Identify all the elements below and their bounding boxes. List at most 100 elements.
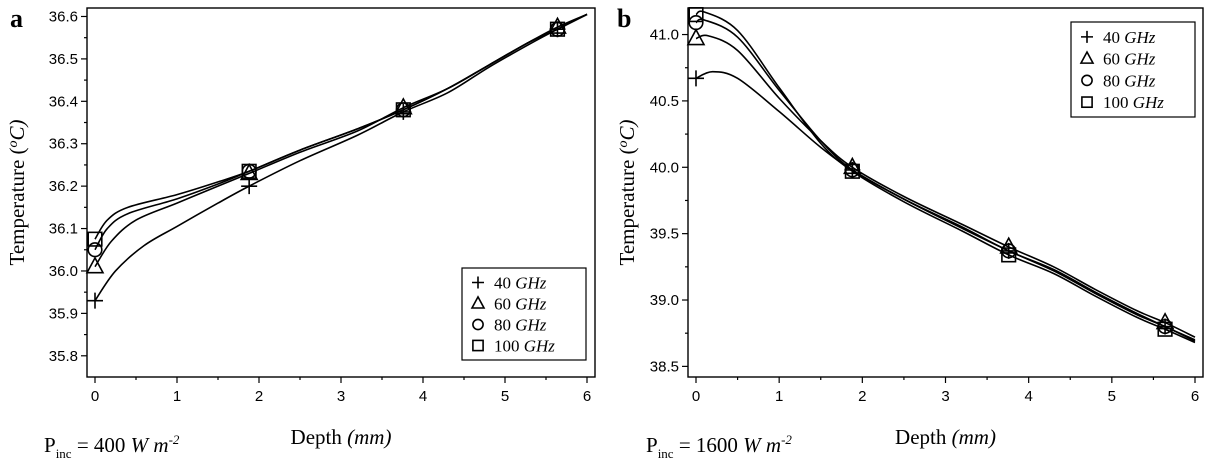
legend-entry-unit: GHz — [515, 295, 547, 314]
x-tick-label: 1 — [775, 388, 783, 405]
legend-entry-value: 100 — [494, 337, 524, 356]
x-tick-label: 1 — [173, 388, 181, 405]
incident-power-annotation: Pinc = 1600 W m-2 — [646, 432, 792, 461]
data-point-plus — [688, 70, 704, 87]
pinc-subscript: inc — [658, 446, 674, 461]
pinc-value: = 1600 — [674, 433, 744, 457]
y-tick-label: 36.5 — [49, 51, 78, 68]
data-point-plus — [241, 178, 258, 195]
pinc-unit-sup: -2 — [781, 432, 792, 447]
y-axis-label-main: Temperature — [615, 154, 639, 265]
y-tick-label: 40.0 — [650, 159, 679, 176]
data-point-circle — [87, 242, 103, 258]
legend-marker-square — [1081, 96, 1093, 109]
data-point-square — [1001, 247, 1017, 263]
pinc-value: = 400 — [72, 433, 131, 457]
x-axis-label-unit: (mm) — [347, 425, 391, 449]
pinc-symbol: P — [44, 433, 56, 457]
y-tick-label: 36.4 — [49, 93, 78, 110]
legend-entry-unit: GHz — [1133, 93, 1165, 112]
legend-entry-unit: GHz — [524, 337, 556, 356]
data-point-triangle — [393, 97, 413, 115]
y-axis-label-unit: C) — [615, 119, 639, 140]
y-axis-label-unit-sup: o — [6, 140, 21, 147]
legend-entry: 80 GHz — [1103, 71, 1156, 90]
panel-label: a — [10, 4, 23, 33]
legend-marker-plus — [472, 276, 484, 289]
series-curve-square — [94, 13, 588, 240]
chart-panel-a: 35.8 35.9 36.0 36.1 36.2 36.3 36.4 36.5 36.6 0 1 2 3… — [5, 4, 596, 461]
x-tick-label: 2 — [255, 388, 263, 405]
y-tick-label: 36.6 — [49, 8, 78, 25]
x-tick-label: 5 — [501, 388, 509, 405]
legend-marker-triangle — [1079, 50, 1095, 64]
legend-entry-value: 80 — [1103, 71, 1124, 90]
x-tick-label: 4 — [419, 388, 427, 405]
panel-label: b — [617, 4, 631, 33]
legend-entry-unit: GHz — [1124, 50, 1156, 69]
x-tick-label: 5 — [1108, 388, 1116, 405]
legend-entry-value: 60 — [1103, 50, 1124, 69]
x-tick-label: 3 — [941, 388, 949, 405]
data-point-triangle — [843, 156, 862, 175]
y-tick-label: 39.5 — [650, 226, 679, 243]
x-tick-label: 6 — [583, 388, 591, 405]
y-tick-label: 35.9 — [49, 305, 78, 322]
series-curve-circle — [695, 18, 1196, 341]
chart-panel-b: 38.5 39.0 39.5 40.0 40.5 41.0 0 1 2 3 4 5 6 b Temperat… — [615, 4, 1204, 461]
legend-entry-unit: GHz — [1124, 28, 1156, 47]
data-point-triangle — [686, 28, 706, 46]
x-tick-label: 2 — [858, 388, 866, 405]
data-point-square — [844, 163, 860, 179]
data-point-triangle — [85, 256, 105, 274]
legend-entry: 100 GHz — [494, 337, 555, 356]
x-tick-label: 4 — [1024, 388, 1032, 405]
y-tick-label: 36.3 — [49, 136, 78, 153]
legend-entry-value: 60 — [494, 295, 515, 314]
data-point-square — [549, 21, 566, 37]
series-curve-plus — [94, 13, 588, 302]
series-square — [87, 13, 588, 247]
y-tick-label: 40.5 — [650, 93, 679, 110]
data-point-square — [1157, 321, 1173, 337]
y-axis-label-unit-sup: o — [616, 140, 631, 147]
legend-entry-unit: GHz — [1124, 71, 1156, 90]
legend-entry-value: 40 — [1103, 28, 1124, 47]
x-axis-label-main: Depth — [895, 425, 952, 449]
legend-entry-value: 100 — [1103, 93, 1133, 112]
pinc-unit-sup: -2 — [169, 432, 180, 447]
series-curve-circle — [94, 13, 588, 251]
x-tick-label: 6 — [1191, 388, 1199, 405]
series-curve-triangle — [695, 34, 1196, 338]
data-point-square — [688, 7, 704, 23]
x-tick-label: 3 — [337, 388, 345, 405]
x-axis-label: Depth (mm) — [895, 425, 996, 449]
y-tick-label: 36.1 — [49, 221, 78, 238]
incident-power-annotation: Pinc = 400 W m-2 — [44, 432, 180, 461]
data-point-plus — [87, 292, 103, 309]
legend-entry: 40 GHz — [1103, 28, 1156, 47]
y-axis-label-unit: ( — [615, 147, 639, 154]
pinc-unit: W m — [743, 433, 781, 457]
legend-entry: 40 GHz — [494, 274, 547, 293]
pinc-symbol: P — [646, 433, 658, 457]
legend-marker-circle — [472, 318, 484, 331]
pinc-subscript: inc — [56, 446, 72, 461]
pinc-unit: W m — [131, 433, 169, 457]
legend-entry: 100 GHz — [1103, 93, 1164, 112]
legend-entry-unit: GHz — [515, 316, 547, 335]
legend-marker-plus — [1081, 30, 1093, 43]
data-point-triangle — [548, 16, 567, 34]
y-tick-label: 36.0 — [49, 263, 78, 280]
legend-entry: 60 GHz — [494, 295, 547, 314]
y-axis-label-main: Temperature — [5, 154, 29, 265]
legend-entry: 80 GHz — [494, 316, 547, 335]
legend-marker-circle — [1081, 74, 1093, 87]
x-tick-label: 0 — [692, 388, 700, 405]
legend-marker-square — [472, 339, 484, 352]
data-point-square — [241, 163, 257, 179]
legend-entry-value: 40 — [494, 274, 515, 293]
